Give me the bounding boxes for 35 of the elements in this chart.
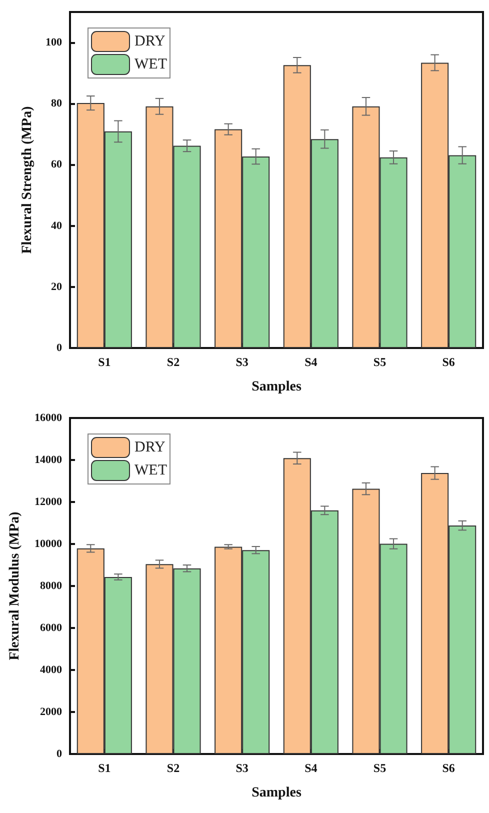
y-axis-title: Flexural Modulus (MPa) — [8, 511, 22, 660]
x-tick-label: S2 — [166, 355, 180, 369]
x-tick-label: S5 — [373, 355, 386, 369]
y-tick-label: 60 — [51, 158, 62, 171]
legend-label: WET — [134, 462, 167, 478]
y-tick-label: 100 — [46, 36, 62, 49]
y-tick-label: 2000 — [40, 706, 62, 718]
x-tick-label: S2 — [166, 761, 180, 775]
y-tick-label: 8000 — [40, 580, 62, 592]
y-tick-label: 16000 — [34, 412, 62, 424]
y-tick-label: 6000 — [40, 622, 62, 634]
x-tick-label: S1 — [98, 761, 111, 775]
x-tick-label: S5 — [373, 761, 386, 775]
legend-label: WET — [134, 56, 167, 72]
x-tick-label: S3 — [236, 761, 248, 775]
y-axis-title: Flexural Strength (MPa) — [20, 106, 36, 254]
x-axis-title: Samples — [252, 380, 302, 394]
y-tick-label: 0 — [56, 748, 62, 760]
x-tick-label: S3 — [236, 355, 248, 369]
y-tick-label: 10000 — [34, 538, 62, 550]
y-tick-label: 14000 — [34, 454, 62, 466]
y-tick-label: 4000 — [40, 664, 62, 676]
x-tick-label: S4 — [304, 355, 318, 369]
legend-label: DRY — [134, 440, 166, 456]
x-tick-label: S1 — [98, 355, 111, 369]
y-tick-label: 0 — [56, 342, 62, 354]
x-tick-label: S6 — [442, 355, 455, 369]
y-tick-label: 40 — [51, 220, 62, 232]
x-axis-title: Samples — [252, 786, 302, 800]
x-tick-label: S6 — [442, 761, 455, 775]
x-tick-label: S4 — [304, 761, 318, 775]
y-tick-label: 20 — [51, 280, 62, 293]
y-tick-label: 80 — [51, 98, 62, 110]
y-tick-label: 12000 — [34, 496, 62, 508]
legend-label: DRY — [134, 34, 166, 50]
